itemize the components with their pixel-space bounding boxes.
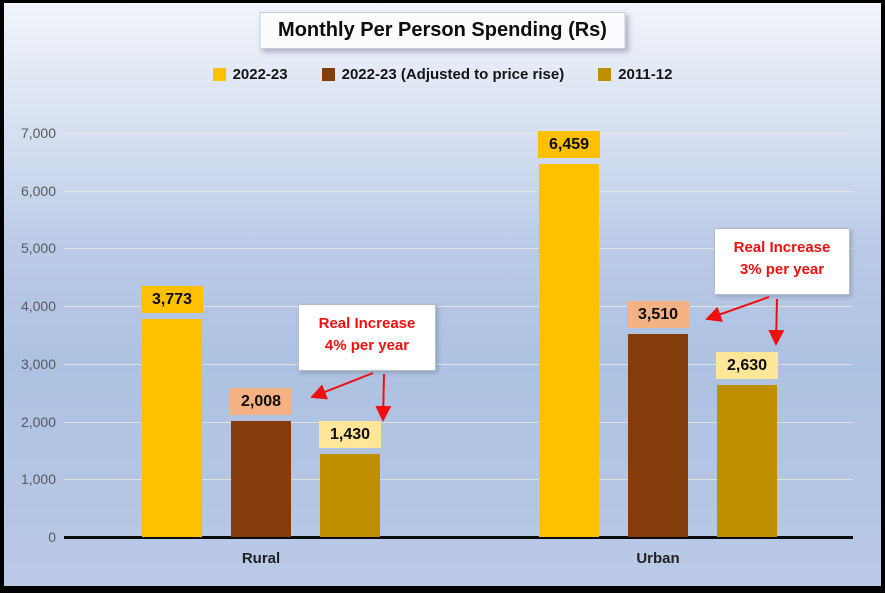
legend-swatch-icon: [212, 68, 226, 81]
bar-urban-series1: [628, 334, 688, 537]
category-label-urban: Urban: [636, 550, 680, 567]
bar-urban-series2: [717, 385, 777, 537]
gridline-1,000: [64, 479, 853, 480]
y-axis-tick-0: 0: [48, 529, 56, 545]
data-label-rural-series0: 3,773: [141, 286, 203, 313]
legend-item-1: 2022-23 (Adjusted to price rise): [321, 66, 565, 83]
legend-item-2: 2011-12: [598, 66, 672, 83]
gridline-3,000: [64, 364, 853, 365]
y-axis-tick-3: 3,000: [20, 356, 56, 372]
category-label-rural: Rural: [241, 550, 281, 567]
y-axis-tick-1: 1,000: [20, 471, 56, 487]
annotation-urban-line1: Real Increase: [733, 239, 831, 256]
gridline-5,000: [64, 248, 853, 249]
gridline-7,000: [64, 133, 853, 134]
x-axis-line: [64, 536, 853, 539]
annotation-rural-line1: Real Increase: [318, 315, 416, 332]
legend-label: 2011-12: [618, 66, 673, 83]
data-label-rural-series1: 2,008: [230, 388, 292, 415]
gridline-2,000: [64, 422, 853, 423]
y-axis-tick-5: 5,000: [20, 240, 56, 256]
bar-rural-series0: [142, 319, 202, 537]
legend-swatch-icon: [321, 68, 335, 81]
gridline-6,000: [64, 191, 853, 192]
arrow-urban-adjusted: [705, 296, 770, 322]
gridline-4,000: [64, 306, 853, 307]
data-label-urban-series1: 3,510: [627, 301, 689, 328]
chart-legend: 2022-23 2022-23 (Adjusted to price rise) 2…: [4, 66, 881, 83]
bar-rural-series1: [231, 421, 291, 537]
y-axis-tick-4: 4,000: [20, 298, 56, 314]
y-axis-tick-2: 2,000: [20, 414, 56, 430]
chart-title: Monthly Per Person Spending (Rs): [259, 12, 626, 49]
arrow-rural-2011: [375, 373, 392, 422]
y-axis-tick-7: 7,000: [20, 125, 56, 141]
legend-label: 2022-23 (Adjusted to price rise): [341, 66, 565, 83]
annotation-rural: Real Increase 4% per year: [298, 304, 436, 371]
legend-item-0: 2022-23: [212, 66, 288, 83]
legend-label: 2022-23: [232, 66, 288, 83]
bar-urban-series0: [539, 164, 599, 537]
arrow-rural-adjusted: [310, 372, 374, 400]
annotation-urban: Real Increase 3% per year: [714, 228, 850, 295]
legend-swatch-icon: [598, 68, 612, 81]
y-axis-tick-6: 6,000: [20, 183, 56, 199]
data-label-urban-series0: 6,459: [538, 131, 600, 158]
annotation-rural-line2: 4% per year: [324, 336, 410, 354]
annotation-urban-line2: 3% per year: [739, 260, 825, 278]
data-label-rural-series2: 1,430: [319, 421, 381, 448]
data-label-urban-series2: 2,630: [716, 352, 778, 379]
bar-rural-series2: [320, 454, 380, 537]
